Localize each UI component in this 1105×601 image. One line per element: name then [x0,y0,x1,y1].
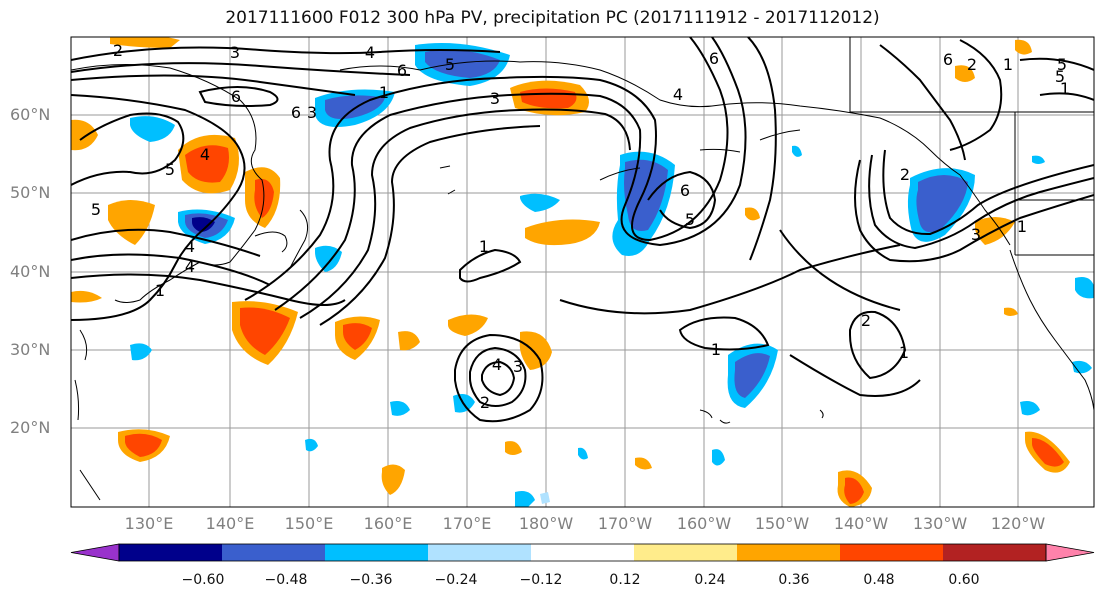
contour-label: 1 [1017,217,1027,236]
colorbar-segment [222,544,326,561]
contour-label: 1 [1060,79,1070,98]
colorbar-tick-label: −0.24 [434,572,478,588]
contour-label: 5 [445,55,455,74]
colorbar-tick-label: 0.12 [609,572,641,588]
lon-label: 140°E [205,514,255,533]
lon-label: 160°W [676,514,732,533]
contour-label: 1 [479,237,489,256]
contour-label: 6 [397,61,407,80]
colorbar-tick-label: −0.60 [181,572,225,588]
contour-label: 4 [185,237,195,256]
contour-label: 4 [492,355,502,374]
lon-label: 120°W [990,514,1046,533]
colorbar-tick-label: −0.48 [264,572,308,588]
contour-labels: 2 3 4 5 6 5 4 3 1 1 4 5 6 6 5 4 3 2 1 1 … [91,41,1070,412]
colorbar-segment [737,544,841,561]
lon-label: 170°W [597,514,653,533]
contour-label: 6 [291,103,301,122]
lat-label-40n: 40°N [10,262,51,281]
colorbar-tick-label: 0.36 [778,572,810,588]
colorbar-segment [840,544,944,561]
colorbar-tick-label: 0.24 [694,572,726,588]
colorbar-extend-high [1045,543,1095,562]
colorbar-segment [428,544,532,561]
colorbar-segment [119,544,223,561]
contour-label: 3 [971,225,981,244]
colorbar-tick-label: −0.36 [349,572,393,588]
contour-label: 6 [231,87,241,106]
contour-label: 2 [900,165,910,184]
contour-label: 1 [899,343,909,362]
contour-label: 5 [165,160,175,179]
colorbar-segment [531,544,635,561]
colorbar-segment [634,544,738,561]
lon-label: 150°E [284,514,334,533]
contour-label: 2 [480,393,490,412]
contour-label: 3 [230,43,240,62]
colorbar [70,543,1095,562]
contour-label: 6 [680,181,690,200]
pv-contours [71,37,1094,423]
contour-label: 6 [709,49,719,68]
contour-label: 1 [379,83,389,102]
colorbar-tick-label: −0.12 [519,572,563,588]
colorbar-tick-label: 0.48 [863,572,895,588]
lon-label: 140°W [833,514,889,533]
contour-label: 3 [513,357,523,376]
contour-label: 5 [685,210,695,229]
contour-label: 6 [943,50,953,69]
lon-label: 180°W [518,514,574,533]
map-frame [70,36,1095,508]
colorbar-segment [943,544,1047,561]
contour-label: 5 [1057,55,1067,74]
lon-label: 150°W [754,514,810,533]
contour-label: 1 [155,281,165,300]
map-title: 2017111600 F012 300 hPa PV, precipitatio… [225,8,880,28]
contour-label: 1 [711,340,721,359]
contour-label: 1 [1003,55,1013,74]
contour-label: 3 [490,89,500,108]
colorbar-segment [325,544,429,561]
lon-label: 130°E [124,514,174,533]
lon-label: 170°E [442,514,492,533]
contour-label: 4 [673,85,683,104]
contour-label: 4 [365,43,375,62]
colorbar-outline [118,543,1047,562]
lat-label-30n: 30°N [10,340,51,359]
lat-label-60n: 60°N [10,105,51,124]
lon-label: 160°E [363,514,413,533]
contour-label: 5 [91,200,101,219]
contour-label: 5 [1055,67,1065,86]
contour-label: 2 [967,55,977,74]
colorbar-extend-low [70,543,120,562]
contour-label: 4 [185,257,195,276]
lon-label: 130°W [912,514,968,533]
contour-label: 2 [861,311,871,330]
contour-label: 3 [307,103,317,122]
lat-label-50n: 50°N [10,183,51,202]
contour-label: 2 [113,41,123,60]
colorbar-tick-label: 0.60 [948,572,980,588]
contour-label: 4 [200,145,210,164]
lat-label-20n: 20°N [10,418,51,437]
